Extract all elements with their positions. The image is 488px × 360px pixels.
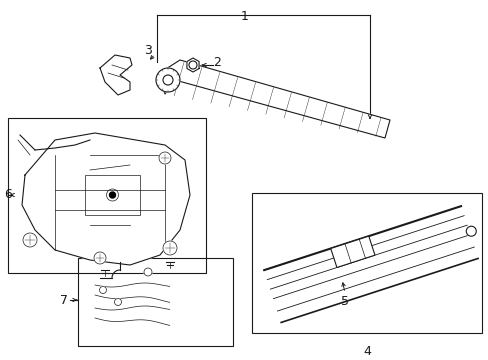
Circle shape (94, 252, 106, 264)
Bar (8, 118, 205, 273)
Text: 2: 2 (213, 55, 221, 68)
Circle shape (114, 298, 121, 306)
Circle shape (163, 241, 177, 255)
Bar (78, 258, 232, 346)
Circle shape (143, 268, 152, 276)
Text: 3: 3 (144, 44, 152, 57)
Text: 1: 1 (241, 10, 248, 23)
Polygon shape (22, 133, 190, 265)
Text: 7: 7 (60, 293, 68, 306)
Circle shape (99, 287, 106, 293)
Circle shape (466, 226, 475, 236)
Circle shape (159, 152, 171, 164)
Circle shape (156, 68, 180, 92)
Circle shape (109, 192, 115, 198)
Polygon shape (330, 236, 374, 267)
Text: 4: 4 (362, 345, 370, 358)
Text: 5: 5 (340, 295, 348, 308)
Text: 6: 6 (4, 189, 12, 202)
Polygon shape (100, 55, 132, 95)
Polygon shape (186, 58, 199, 72)
Bar (251, 193, 481, 333)
Bar (85, 175, 140, 215)
Polygon shape (158, 60, 389, 138)
Circle shape (23, 233, 37, 247)
